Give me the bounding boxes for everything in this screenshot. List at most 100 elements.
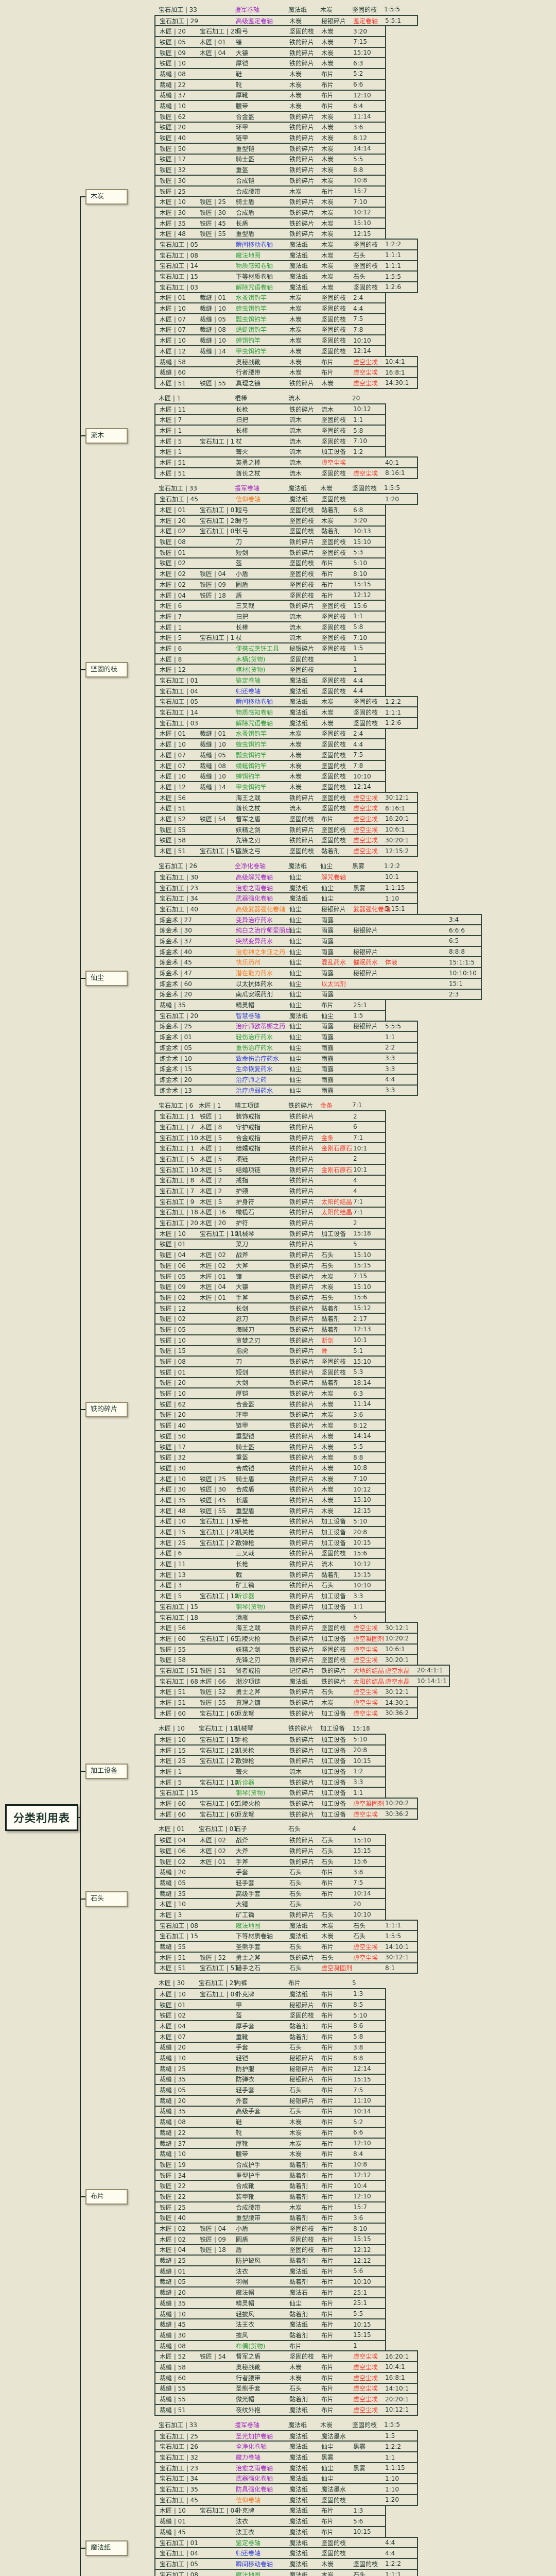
recipe-row[interactable]: 铁匠 | 19 合成护手 黏着剂 布片 10:8: [154, 2159, 386, 2171]
recipe-row[interactable]: 铁匠 | 22 合成靴 黏着剂 布片 10:4: [154, 2180, 386, 2192]
recipe-row[interactable]: 木匠 | 10 铁匠 | 25 骑士盾 铁的碎片 木炭 7:10: [154, 196, 386, 208]
recipe-row[interactable]: 裁缝 | 01 法衣 魔法纸 布片 5:6: [154, 2265, 386, 2277]
recipe-row[interactable]: 炼金术 | 20 治疗师之药 仙尘 雨露 4:4: [154, 1074, 418, 1086]
branch-node-6[interactable]: 石头: [85, 1891, 128, 1907]
recipe-row[interactable]: 铁匠 | 02 木匠 | 01 手斧 铁的碎片 石头 15:6: [154, 1292, 386, 1303]
recipe-row[interactable]: 木匠 | 48 铁匠 | 55 重型盾 铁的碎片 木炭 12:15: [154, 1504, 386, 1517]
recipe-row[interactable]: 裁缝 | 10 腰带 木炭 布片 8:4: [154, 100, 386, 112]
branch-node-4[interactable]: 铁的碎片: [85, 1402, 128, 1417]
recipe-row[interactable]: 宝石加工 | 33 援军卷轴 魔法纸 木炭 坚固的枝 1:5:5: [154, 483, 416, 494]
recipe-row[interactable]: 铁匠 | 04 木匠 | 02 战斧 铁的碎片 石头 15:10: [154, 1249, 386, 1261]
recipe-row[interactable]: 木匠 | 10 裁缝 | 10 蝗虫饵钓竿 木炭 坚固的枝 4:4: [154, 302, 386, 314]
recipe-row[interactable]: 木匠 | 20 宝石加工 | 20 骨弓 坚固的枝 木炭 3:20: [154, 25, 386, 38]
recipe-row[interactable]: 木匠 | 04 厚手套 黏着剂 布片 8:6: [154, 2020, 386, 2032]
recipe-row[interactable]: 木匠 | 1 长棒 流木 坚固的枝 5:8: [154, 425, 386, 436]
root-node[interactable]: 分类利用表: [5, 1804, 78, 1831]
recipe-row[interactable]: 木匠 | 52 铁匠 | 54 督军之盾 坚固的枝 布片 虚空尘埃 16:20:1: [154, 813, 418, 825]
recipe-row[interactable]: 木匠 | 10 大锤 石头 20: [154, 1898, 386, 1910]
recipe-row[interactable]: 木匠 | 51 铁匠 | 52 勇士之斧 铁的碎片 石头 虚空尘埃 30:12:1: [154, 1686, 418, 1698]
recipe-row[interactable]: 木匠 | 13 戟铁的碎片 黏着剂 15:15: [154, 1568, 386, 1581]
recipe-row[interactable]: 宝石加工 | 20 木匠 | 20 护符 铁的碎片 2: [154, 1217, 386, 1229]
recipe-row[interactable]: 铁匠 | 01 短剑 铁的碎片 坚固的枝 5:3: [154, 1366, 386, 1378]
recipe-row[interactable]: 炼金术 | 45 快乐药剂 仙尘 混乱药水 催眠药水 体液 15:1:1:5: [154, 956, 482, 969]
recipe-row[interactable]: 木匠 | 30 铁匠 | 30 合成盾 铁的碎片 木炭 10:12: [154, 1483, 386, 1496]
recipe-row[interactable]: 裁缝 | 08 鞋木炭 布片 5:2: [154, 68, 386, 80]
recipe-row[interactable]: 铁匠 | 02 盔坚固的枝 布片 5:10: [154, 557, 386, 569]
recipe-row[interactable]: 木匠 | 02 铁匠 | 09 圆盾 坚固的枝 布片 15:15: [154, 578, 386, 590]
recipe-row[interactable]: 裁缝 | 35 精灵帽 仙尘 布片 25:1: [154, 2297, 386, 2309]
recipe-row[interactable]: 木匠 | 1 篝火 流木 加工设备 1:2: [154, 446, 386, 458]
recipe-row[interactable]: 铁匠 | 17 骑士盔 铁的碎片 木炭 5:5: [154, 153, 386, 165]
recipe-row[interactable]: 铁匠 | 09 木匠 | 04 大镰 铁的碎片 木炭 15:10: [154, 46, 386, 59]
recipe-row[interactable]: 铁匠 | 10 贪婪之刃 铁的碎片 断剑 10:1: [154, 1334, 386, 1346]
recipe-row[interactable]: 木匠 | 48 铁匠 | 55 重型盾 铁的碎片 木炭 12:15: [154, 228, 386, 240]
recipe-row[interactable]: 炼金术 | 37 突然变异药水 仙尘 雨露 6:5: [154, 935, 482, 947]
recipe-row[interactable]: 铁匠 | 30 合成铠 铁的碎片 木炭 10:8: [154, 1462, 386, 1474]
recipe-row[interactable]: 宝石加工 | 5 木匠 | 5 项链 铁的碎片 2: [154, 1153, 386, 1165]
recipe-row[interactable]: 炼金术 | 01 轻伤治疗药水 仙尘 雨露 1:1: [154, 1031, 418, 1043]
recipe-row[interactable]: 铁匠 | 05 木匠 | 01 镰铁的碎片 木炭 7:15: [154, 1270, 386, 1282]
recipe-row[interactable]: 裁缝 | 20 外套 秘银碎片 布片 11:10: [154, 2094, 386, 2107]
recipe-row[interactable]: 裁缝 | 45 法王衣 魔法纸 布片 10:15: [154, 2318, 386, 2331]
recipe-row[interactable]: 木匠 | 51 铁匠 | 55 真理之镰 铁的碎片 木炭 虚空尘埃 14:30:1: [154, 377, 418, 389]
recipe-row[interactable]: 宝石加工 | 32 魔力卷轴 魔法纸 黑雾 1:1: [154, 2451, 418, 2463]
recipe-row[interactable]: 木匠 | 01 裁缝 | 01 水蚤饵钓竿 木炭 坚固的枝 2:4: [154, 727, 386, 740]
recipe-row[interactable]: 宝石加工 | 26 全净化卷轴 魔法纸 仙尘 黑雾 1:2:2: [154, 860, 416, 871]
recipe-row[interactable]: 宝石加工 | 30 高级解咒卷轴 仙尘 解咒卷轴 10:1: [154, 871, 418, 883]
recipe-row[interactable]: 宝石加工 | 14 物质感知卷轴 魔法纸 木炭 坚固的枝 1:1:1: [154, 260, 418, 272]
recipe-row[interactable]: 宝石加工 | 15 钢琴(货物) 铁的碎片 加工设备 1:1: [154, 1787, 386, 1799]
recipe-row[interactable]: 宝石加工 | 7 木匠 | 8 守护戒指 铁的碎片 6: [154, 1121, 386, 1133]
recipe-row[interactable]: 铁匠 | 58 先锋之刃 铁的碎片 坚固的枝 虚空尘埃 30:20:1: [154, 1654, 418, 1666]
recipe-row[interactable]: 铁匠 | 10 厚铠 铁的碎片 木炭 6:3: [154, 1387, 386, 1399]
recipe-row[interactable]: 木匠 | 5 宝石加工 | 1 杖流木 坚固的枝 7:10: [154, 632, 386, 644]
recipe-row[interactable]: 炼金术 | 47 潜在能力药水 仙尘 雨露 秘银碎片 10:10:10: [154, 967, 482, 979]
recipe-row[interactable]: 铁匠 | 06 木匠 | 02 大斧 铁的碎片 石头 15:15: [154, 1260, 386, 1272]
recipe-row[interactable]: 木匠 | 20 宝石加工 | 20 骨弓 坚固的枝 木炭 3:20: [154, 514, 386, 527]
recipe-row[interactable]: 裁缝 | 55 圣熊手套 石头 布片 虚空尘埃 14:10:1: [154, 2382, 418, 2395]
recipe-row[interactable]: 宝石加工 | 08 魔法地图 魔法纸 木炭 石头 1:1:1: [154, 2568, 418, 2576]
branch-node-0[interactable]: 木炭: [85, 189, 128, 205]
recipe-row[interactable]: 宝石加工 | 23 治愈之雨卷轴 魔法纸 仙尘 黑雾 1:1:15: [154, 882, 418, 894]
recipe-row[interactable]: 木匠 | 1 篝火 流木 加工设备 1:2: [154, 1766, 386, 1777]
recipe-row[interactable]: 宝石加工 | 14 物质感知卷轴 魔法纸 木炭 坚固的枝 1:1:1: [154, 706, 418, 718]
recipe-row[interactable]: 木匠 | 56 海王之戟 铁的碎片 坚固的枝 虚空尘埃 30:12:1: [154, 1622, 418, 1634]
recipe-row[interactable]: 裁缝 | 05 轻手套 石头 布片 7:5: [154, 1877, 386, 1889]
recipe-row[interactable]: 铁匠 | 20 大剑 铁的碎片 黏着剂 18:14: [154, 1377, 386, 1389]
recipe-row[interactable]: 木匠 | 12 裁缝 | 14 甲虫饵钓竿 木炭 坚固的枝 12:14: [154, 781, 386, 793]
recipe-row[interactable]: 宝石加工 | 33 援军卷轴 魔法纸 木炭 坚固的枝 1:5:5: [154, 4, 416, 15]
branch-node-8[interactable]: 魔法纸: [85, 2540, 128, 2556]
recipe-row[interactable]: 木匠 | 10 宝石加工 | 04 扑克牌 魔法纸 布片 1:3: [154, 2504, 386, 2517]
recipe-row[interactable]: 铁匠 | 40 链甲 铁的碎片 木炭 8:12: [154, 1419, 386, 1431]
recipe-row[interactable]: 裁缝 | 08 鞋木炭 布片 5:2: [154, 2116, 386, 2128]
recipe-row[interactable]: 木匠 | 10 宝石加工 | 15 手枪 铁的碎片 加工设备 5:10: [154, 1515, 386, 1528]
branch-node-7[interactable]: 布片: [85, 2189, 128, 2205]
recipe-row[interactable]: 木匠 | 5 宝石加工 | 1 杖流木 坚固的枝 7:10: [154, 435, 386, 447]
recipe-row[interactable]: 木匠 | 02 铁匠 | 04 小盾 坚固的枝 布片 8:10: [154, 2223, 386, 2234]
recipe-row[interactable]: 铁匠 | 15 指虎 铁的碎片骨 5:1: [154, 1345, 386, 1357]
recipe-row[interactable]: 木匠 | 8 木桶(货物) 坚固的枝 1: [154, 653, 386, 665]
recipe-row[interactable]: 铁匠 | 08 刀铁的碎片 坚固的枝 15:10: [154, 536, 386, 548]
recipe-row[interactable]: 裁缝 | 58 奥秘战靴 木炭 布片 虚空尘埃 10:4:1: [154, 355, 418, 368]
recipe-row[interactable]: 木匠 | 25 宝石加工 | 27 散弹枪 铁的碎片 加工设备 10:15: [154, 1536, 386, 1549]
recipe-row[interactable]: 宝石加工 | 05 瞬间移动卷轴 魔法纸 木炭 坚固的枝 1:2:2: [154, 239, 418, 250]
recipe-row[interactable]: 木匠 | 51 宝石加工 | 51 猎手之石 石头 虚空凝固剂 8:1: [154, 1962, 418, 1974]
recipe-row[interactable]: 宝石加工 | 03 解除咒语卷轴 魔法纸 木炭 坚固的枝 1:2:6: [154, 717, 418, 729]
recipe-row[interactable]: 裁缝 | 35 高级手套 石头 布片 10:14: [154, 1887, 386, 1900]
recipe-row[interactable]: 木匠 | 51 英勇之棒 流木 虚空尘埃 40:1: [154, 456, 418, 468]
recipe-row[interactable]: 宝石加工 | 05 瞬间移动卷轴 魔法纸 木炭 坚固的枝 1:2:2: [154, 696, 418, 708]
recipe-row[interactable]: 裁缝 | 55 圣熊手套 石头 布片 虚空尘埃 14:10:1: [154, 1941, 418, 1953]
recipe-row[interactable]: 宝石加工 | 26 全净化卷轴 魔法纸 仙尘 黑雾 1:2:2: [154, 2441, 418, 2453]
recipe-row[interactable]: 铁匠 | 34 重型护手 黏着剂 布片 12:12: [154, 2169, 386, 2181]
recipe-row[interactable]: 宝石加工 | 45 信仰卷轴 魔法纸 坚固的枝 1:20: [154, 2494, 418, 2506]
recipe-row[interactable]: 木匠 | 1 长棒 流木 坚固的枝 5:8: [154, 621, 386, 633]
recipe-row[interactable]: 宝石加工 | 15 下等材质卷轴 魔法纸 木炭 石头 1:5:5: [154, 1930, 418, 1942]
recipe-row[interactable]: 宝石加工 | 18 酒瓶 铁的碎片 5: [154, 1611, 386, 1623]
recipe-row[interactable]: 裁缝 | 60 行者腰带 木炭 布片 虚空尘埃 16:8:1: [154, 2371, 418, 2384]
recipe-row[interactable]: 宝石加工 | 01 鉴定卷轴 魔法纸 坚固的枝 4:4: [154, 674, 386, 686]
recipe-row[interactable]: 木匠 | 60 宝石加工 | 65 丘陵火枪 铁的碎片 加工设备 虚空凝固剂 10:20:2: [154, 1798, 418, 1809]
recipe-row[interactable]: 木匠 | 12 棺材(货物) 坚固的枝 1: [154, 664, 386, 676]
recipe-row[interactable]: 宝石加工 | 23 治愈之雨卷轴 魔法纸 仙尘 黑雾 1:1:15: [154, 2462, 418, 2474]
recipe-row[interactable]: 铁匠 | 62 合金盔 铁的碎片 木炭 11:14: [154, 1398, 386, 1410]
recipe-row[interactable]: 木匠 | 5 宝石加工 | 10 听诊器 铁的碎片 加工设备 3:3: [154, 1776, 386, 1788]
recipe-row[interactable]: 铁匠 | 12 长剑 铁的碎片 黏着剂 15:12: [154, 1302, 386, 1314]
